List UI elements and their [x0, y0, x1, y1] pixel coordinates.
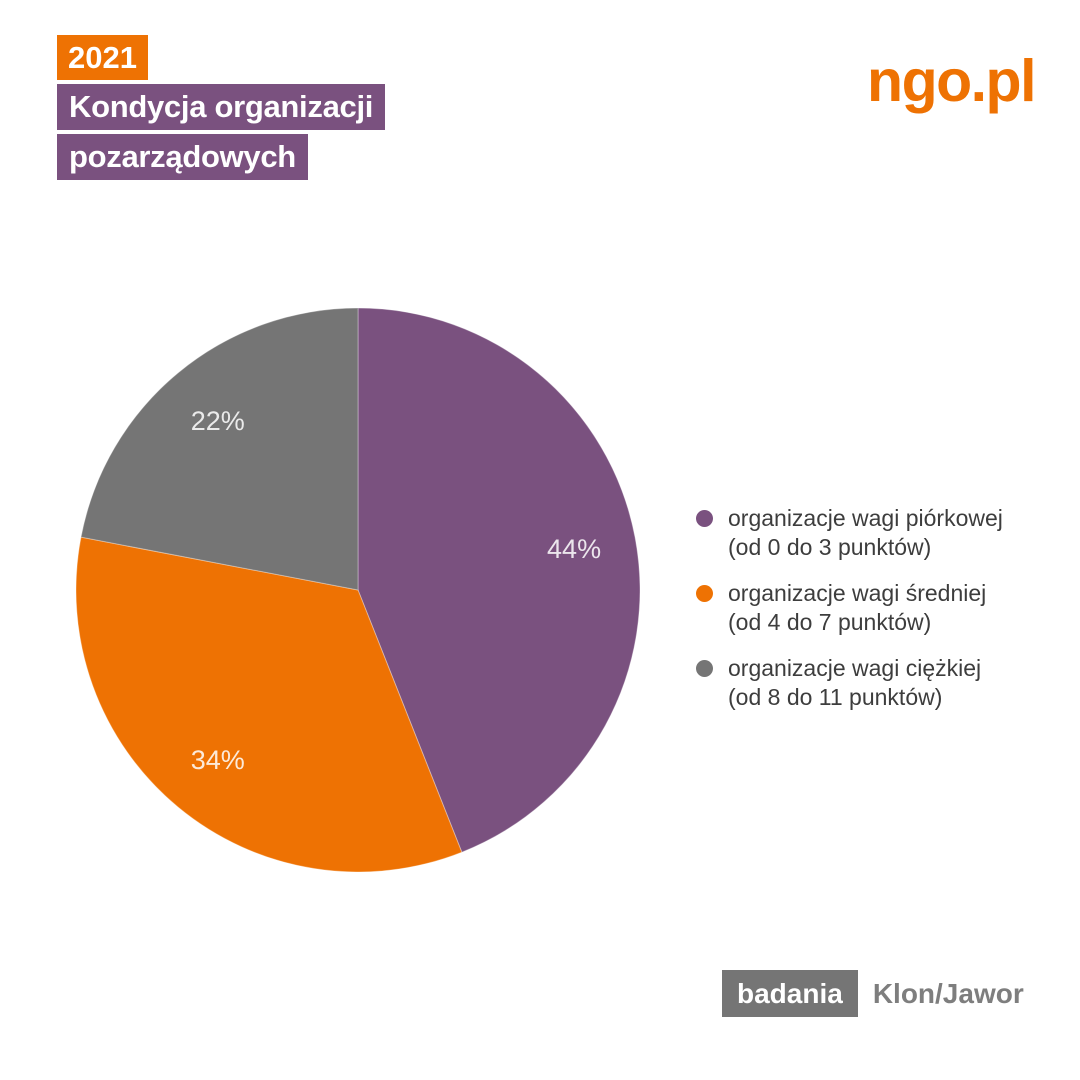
legend-item-ciezkiej: organizacje wagi ciężkiej (od 8 do 11 pu… [696, 654, 1003, 712]
legend-line: organizacje wagi średniej [728, 580, 987, 606]
footer: badania Klon/Jawor [722, 970, 1024, 1017]
legend-line: (od 4 do 7 punktów) [728, 609, 932, 635]
legend-dot-orange-icon [696, 585, 713, 602]
title-line-1: Kondycja organizacji [57, 84, 386, 130]
pie-slice-label: 44% [547, 534, 601, 564]
legend-label: organizacje wagi średniej (od 4 do 7 pun… [728, 579, 986, 637]
source-label: Klon/Jawor [872, 977, 1024, 1009]
legend-item-piorkowej: organizacje wagi piórkowej (od 0 do 3 pu… [696, 504, 1003, 562]
header: 2021 Kondycja organizacji pozarządowych [57, 35, 386, 180]
pie-slice-label: 34% [191, 745, 245, 775]
legend-line: organizacje wagi piórkowej [728, 505, 1003, 531]
pie-chart: 44% 34% 22% [76, 308, 640, 872]
legend-item-sredniej: organizacje wagi średniej (od 4 do 7 pun… [696, 579, 1003, 637]
legend: organizacje wagi piórkowej (od 0 do 3 pu… [696, 504, 1003, 729]
badania-badge: badania [722, 970, 858, 1017]
pie-slice [80, 308, 359, 591]
title-line-2: pozarządowych [57, 134, 308, 180]
pie-slice-label: 22% [191, 406, 245, 436]
legend-line: (od 8 do 11 punktów) [728, 684, 943, 710]
legend-label: organizacje wagi ciężkiej (od 8 do 11 pu… [728, 654, 981, 712]
pie-slice [76, 536, 463, 872]
year-badge: 2021 [57, 35, 148, 80]
legend-label: organizacje wagi piórkowej (od 0 do 3 pu… [728, 504, 1003, 562]
ngo-logo: ngo.pl [867, 48, 1036, 114]
legend-line: organizacje wagi ciężkiej [728, 655, 982, 681]
legend-line: (od 0 do 3 punktów) [728, 534, 932, 560]
legend-dot-purple-icon [696, 510, 713, 527]
pie-slice [357, 308, 640, 853]
legend-dot-gray-icon [696, 660, 713, 677]
